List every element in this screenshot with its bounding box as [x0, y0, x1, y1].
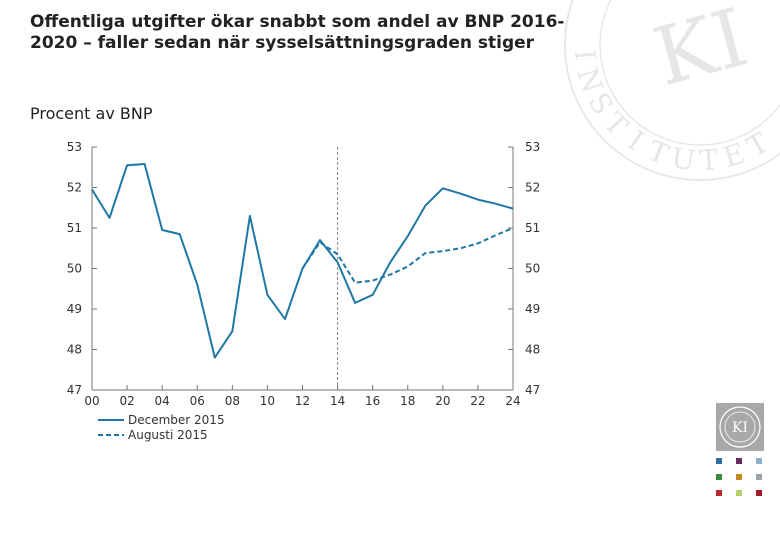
- y-tick-label-right: 48: [525, 343, 540, 357]
- color-swatch: [716, 490, 722, 496]
- watermark-inner-ring: [599, 0, 780, 146]
- watermark-letter: T: [698, 143, 720, 177]
- series-line-december-2015: [91, 163, 514, 359]
- watermark-monogram: KI: [644, 0, 756, 104]
- color-swatch: [756, 458, 762, 464]
- x-tick-label: 16: [365, 394, 380, 408]
- x-tick-label: 12: [295, 394, 310, 408]
- color-swatch: [716, 458, 722, 464]
- watermark-letter: T: [644, 134, 674, 172]
- color-swatch: [736, 458, 742, 464]
- chart-series: [91, 163, 514, 359]
- y-tick-label-left: 50: [67, 262, 82, 276]
- x-tick-label: 04: [155, 394, 170, 408]
- x-tick-label: 20: [435, 394, 450, 408]
- y-tick-label-right: 47: [525, 383, 540, 397]
- y-tick-label-left: 48: [67, 343, 82, 357]
- watermark-letter: U: [669, 141, 697, 177]
- logo-ring: [719, 406, 761, 448]
- chart-ticks: 47 47 48 48 49 49 50 50 51 51 52 52 53 53 00 02 04 06 08 10…: [67, 140, 541, 408]
- x-tick-label: 02: [119, 394, 134, 408]
- y-tick-label-left: 52: [67, 181, 82, 195]
- color-swatch: [736, 490, 742, 496]
- x-tick-label: 18: [400, 394, 415, 408]
- x-tick-label: 06: [190, 394, 205, 408]
- x-tick-label: 00: [84, 394, 99, 408]
- color-swatch: [756, 474, 762, 480]
- x-tick-label: 14: [330, 394, 345, 408]
- color-swatch: [736, 474, 742, 480]
- color-swatch: [756, 490, 762, 496]
- y-tick-label-right: 52: [525, 181, 540, 195]
- color-swatch: [716, 474, 722, 480]
- y-tick-label-right: 51: [525, 221, 540, 235]
- watermark-letter: T: [741, 126, 774, 164]
- x-tick-label: 22: [470, 394, 485, 408]
- legend-label: December 2015: [128, 413, 225, 427]
- y-tick-label-left: 53: [67, 140, 82, 154]
- y-tick-label-right: 49: [525, 302, 540, 316]
- y-tick-label-left: 47: [67, 383, 82, 397]
- series-line-augusti-2015: [301, 227, 514, 284]
- x-tick-label: 08: [225, 394, 240, 408]
- logo-background: [716, 403, 764, 451]
- watermark-letter: I: [622, 124, 650, 158]
- y-tick-label-left: 51: [67, 221, 82, 235]
- watermark-letter: I: [568, 48, 602, 62]
- y-tick-label-right: 53: [525, 140, 540, 154]
- chart-title: Offentliga utgifter ökar snabbt som ande…: [30, 12, 565, 53]
- x-tick-label: 10: [260, 394, 275, 408]
- legend-label: Augusti 2015: [128, 428, 208, 442]
- y-tick-label-left: 49: [67, 302, 82, 316]
- watermark-outer-ring: [564, 0, 780, 181]
- logo-monogram: KI: [732, 420, 748, 436]
- y-tick-label-right: 50: [525, 262, 540, 276]
- ki-logo-icon: KI: [716, 403, 764, 451]
- chart-subtitle: Procent av BNP: [30, 104, 153, 123]
- logo-inner-ring: [724, 411, 756, 443]
- x-tick-label: 24: [505, 394, 520, 408]
